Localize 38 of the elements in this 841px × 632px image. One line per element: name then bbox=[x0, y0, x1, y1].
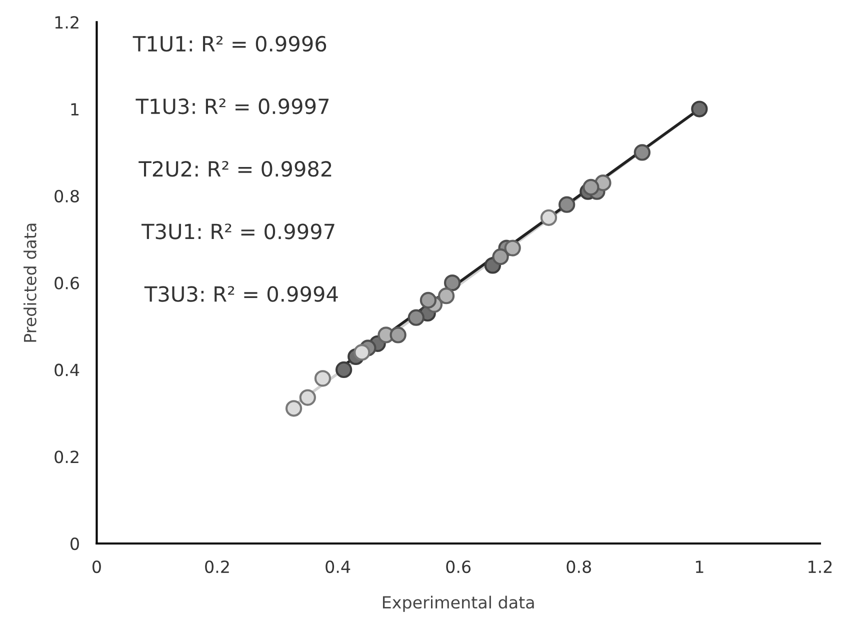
point bbox=[314, 370, 332, 387]
x-tick-label: 0.6 bbox=[446, 560, 471, 574]
point bbox=[492, 248, 509, 266]
x-tick-label: 1.2 bbox=[808, 560, 832, 573]
point bbox=[582, 178, 600, 196]
point bbox=[540, 209, 558, 226]
annotation: T3U1: R² = 0.9997 bbox=[141, 224, 334, 240]
x-tick-label: 0.2 bbox=[205, 560, 229, 574]
x-tick-label: 0.8 bbox=[566, 560, 591, 574]
x-tick-label: 1 bbox=[696, 560, 704, 573]
annotation: T1U1: R² = 0.9996 bbox=[132, 36, 326, 52]
point bbox=[390, 326, 406, 344]
y-axis-title: Predicted data bbox=[24, 224, 36, 342]
y-tick-label: 0 bbox=[70, 537, 79, 550]
point bbox=[691, 100, 708, 118]
y-tick-label: 0.8 bbox=[54, 190, 79, 202]
point bbox=[408, 309, 424, 326]
annotation: T3U3: R² = 0.9994 bbox=[144, 286, 338, 302]
x-axis-title: Experimental data bbox=[382, 596, 534, 612]
point bbox=[444, 274, 461, 292]
point bbox=[438, 288, 455, 304]
point bbox=[299, 389, 316, 406]
y-tick-label: 1 bbox=[71, 103, 79, 116]
x-tick-label: 0.4 bbox=[326, 560, 350, 574]
y-tick-label: 1.2 bbox=[55, 16, 78, 28]
point bbox=[558, 196, 576, 213]
point bbox=[336, 361, 352, 378]
point bbox=[420, 292, 437, 309]
y-tick-label: 0.6 bbox=[54, 276, 79, 290]
point bbox=[285, 400, 302, 417]
point bbox=[634, 144, 650, 161]
y-tick-label: 0.4 bbox=[54, 364, 80, 376]
annotation: T2U2: R² = 0.9982 bbox=[138, 161, 332, 177]
x-tick-label: 0 bbox=[92, 560, 101, 574]
point bbox=[354, 344, 370, 361]
annotation: T1U3: R² = 0.9997 bbox=[136, 98, 329, 114]
y-tick-label: 0.2 bbox=[54, 450, 78, 464]
point bbox=[504, 240, 521, 256]
